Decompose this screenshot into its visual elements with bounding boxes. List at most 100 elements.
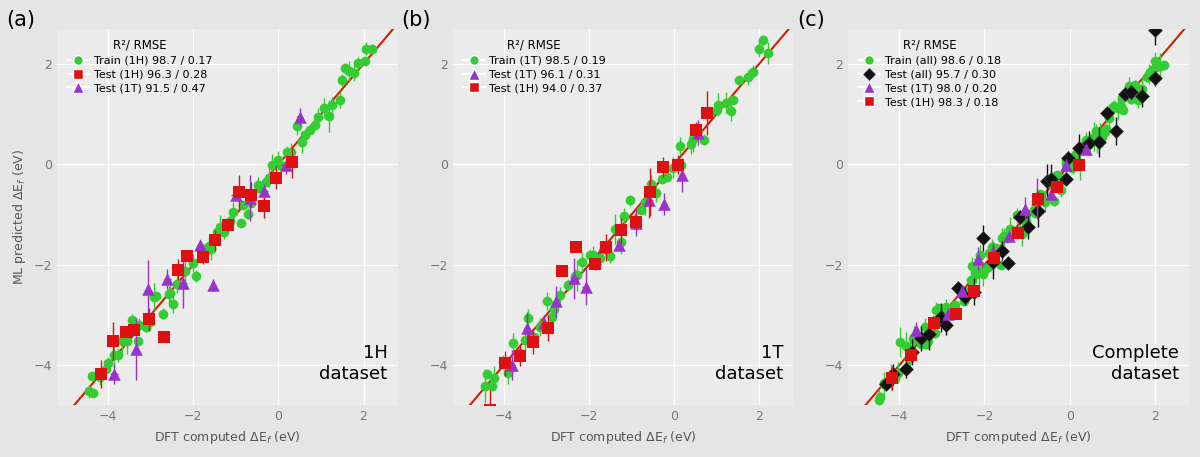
Point (684, 136, 703, 143)
Point (688, 126, 707, 133)
Point (924, 319, 943, 327)
Point (961, 276, 980, 284)
Point (925, 329, 944, 337)
Point (1010, 213, 1030, 221)
Point (1026, 210, 1045, 217)
Point (1058, 154, 1078, 162)
Point (1036, 198, 1055, 205)
Point (654, 201, 673, 208)
Point (869, 396, 888, 404)
Point (145, 293, 164, 300)
Point (1145, 26, 1164, 33)
Point (184, 260, 203, 267)
Point (1138, 73, 1157, 80)
Point (974, 271, 994, 278)
Point (98, 360, 118, 367)
Point (991, 261, 1010, 268)
Legend: Train (1T) 98.5 / 0.19, Test (1T) 96.1 / 0.31, Test (1H) 94.0 / 0.37: Train (1T) 98.5 / 0.19, Test (1T) 96.1 /… (458, 34, 611, 98)
Point (979, 249, 998, 256)
Point (510, 349, 529, 356)
Point (986, 244, 1006, 251)
Point (108, 351, 127, 359)
Text: (c): (c) (797, 10, 824, 30)
Point (612, 227, 631, 234)
Point (1038, 180, 1057, 187)
Point (348, 60, 367, 67)
Point (936, 321, 955, 328)
Point (896, 366, 916, 373)
X-axis label: DFT computed ΔE$_f$ (eV): DFT computed ΔE$_f$ (eV) (946, 429, 1092, 446)
Point (168, 266, 187, 273)
Point (932, 310, 952, 318)
Text: (b): (b) (402, 10, 431, 30)
Point (1015, 205, 1034, 213)
Point (266, 174, 286, 181)
Point (1001, 229, 1020, 237)
Point (200, 242, 220, 250)
Point (1028, 207, 1048, 215)
Point (668, 161, 688, 168)
Point (1090, 138, 1109, 146)
Point (178, 252, 197, 260)
Point (1099, 114, 1118, 122)
Point (254, 202, 274, 210)
Point (626, 219, 646, 227)
Point (997, 234, 1016, 242)
Point (943, 310, 962, 317)
Point (218, 222, 238, 229)
Point (964, 288, 983, 295)
Point (716, 99, 736, 106)
Point (568, 271, 587, 279)
Point (658, 173, 677, 180)
Point (1120, 83, 1139, 90)
Point (223, 208, 242, 216)
Point (230, 219, 250, 226)
Point (1069, 161, 1088, 168)
Point (276, 161, 295, 168)
Point (631, 206, 650, 213)
Point (482, 383, 502, 390)
Point (220, 218, 239, 225)
Point (210, 223, 229, 230)
Point (319, 112, 338, 120)
Point (272, 163, 292, 170)
Point (926, 306, 946, 314)
Point (886, 375, 905, 382)
Point (193, 253, 212, 260)
Point (1080, 139, 1099, 147)
Point (738, 74, 757, 81)
Point (1008, 212, 1027, 219)
Point (1032, 191, 1051, 198)
Point (1108, 104, 1127, 112)
Point (546, 298, 565, 305)
Point (1046, 183, 1066, 191)
Point (1115, 90, 1134, 97)
Point (523, 339, 542, 346)
Point (888, 369, 907, 377)
Point (754, 37, 773, 44)
Point (1054, 176, 1073, 184)
Point (157, 276, 176, 283)
Point (1127, 85, 1146, 92)
Point (254, 187, 274, 194)
Point (640, 196, 659, 203)
Point (1056, 161, 1075, 169)
Point (1076, 137, 1096, 144)
Point (1079, 141, 1098, 149)
Text: Complete
dataset: Complete dataset (1092, 344, 1178, 383)
Point (1070, 163, 1090, 170)
Point (104, 351, 124, 359)
Point (724, 96, 743, 104)
Point (226, 191, 245, 198)
Point (331, 97, 350, 104)
Point (1132, 93, 1151, 100)
Point (1140, 70, 1159, 78)
Point (709, 101, 728, 108)
Point (1027, 198, 1046, 205)
Point (962, 263, 982, 270)
Point (899, 355, 918, 362)
Point (186, 272, 205, 280)
Point (941, 305, 960, 313)
Point (496, 360, 515, 367)
Point (1025, 207, 1044, 214)
